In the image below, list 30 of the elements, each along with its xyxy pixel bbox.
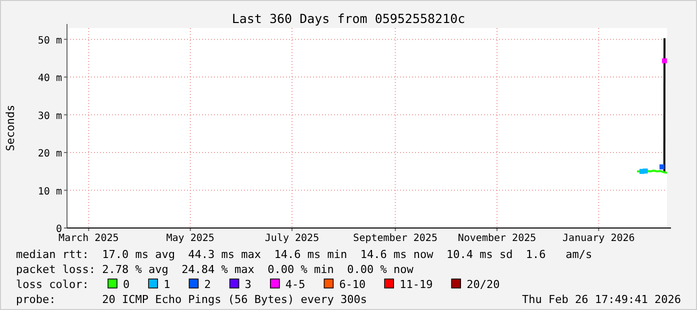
legend-label: 6-10: [339, 278, 366, 291]
text: packet loss: 2.78 % avg 24.84 % max 0.00 % min 0.00 % now: [16, 263, 414, 276]
y-tick-label: 10 m: [38, 186, 62, 198]
point: [660, 164, 664, 170]
x-tick-label: May 2025: [166, 233, 214, 244]
x-tick-label: July 2025: [264, 233, 320, 244]
legend-label: 3: [244, 278, 252, 291]
legend-label: 4-5: [285, 278, 306, 291]
text: Thu Feb 26 17:49:41 2026: [522, 293, 681, 306]
legend-label: 0: [123, 278, 130, 291]
x-tick-label: November 2025: [458, 233, 536, 244]
x-tick-label: January 2026: [562, 233, 635, 244]
y-tick-label: 50 m: [38, 35, 62, 46]
chart-title: Last 360 Days from 05952558210c: [232, 11, 466, 26]
text: probe: 20 ICMP Echo Pings (56 Bytes) every 300s: [16, 293, 367, 306]
y-tick-label: 0: [56, 224, 62, 235]
y-tick-label: 30 m: [38, 110, 62, 122]
legend-label: 11-19: [400, 278, 433, 291]
y-tick-label: 20 m: [38, 148, 62, 160]
x-tick-label: March 2025: [58, 233, 119, 244]
text: median rtt: 17.0 ms avg 44.3 ms max 14.6 ms min 14.6 ms now 10.4 ms sd 1.6 am/s: [16, 248, 592, 261]
y-tick-label: 40 m: [38, 73, 62, 84]
y-axis-title: Seconds: [4, 104, 17, 152]
legend-title: loss color:: [16, 278, 89, 291]
legend-label: 1: [164, 278, 170, 291]
x-tick-label: September 2025: [353, 233, 438, 244]
point: [662, 58, 667, 64]
legend-label: 2: [204, 278, 211, 291]
point: [642, 168, 648, 174]
legend-label: 20/20: [466, 278, 500, 291]
